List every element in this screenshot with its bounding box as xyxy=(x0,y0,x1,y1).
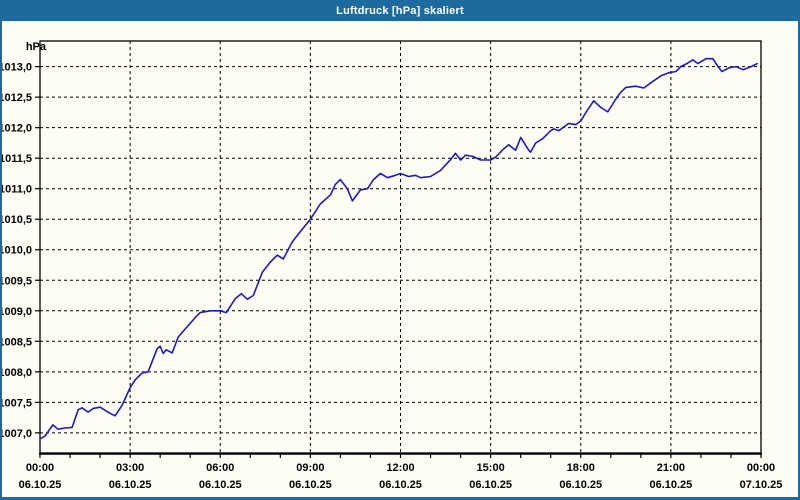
y-tick-label: 1009,0 xyxy=(2,306,32,318)
x-tick-time-label: 15:00 xyxy=(477,462,505,474)
x-tick-date-label: 06.10.25 xyxy=(109,479,152,491)
x-tick-time-label: 18:00 xyxy=(567,462,595,474)
title-bar[interactable]: Luftdruck [hPa] skaliert xyxy=(2,0,798,21)
y-tick-label: 1007,0 xyxy=(2,428,32,440)
x-tick-date-label: 06.10.25 xyxy=(289,479,332,491)
window-title: Luftdruck [hPa] skaliert xyxy=(336,4,464,17)
x-tick-time-label: 21:00 xyxy=(657,462,685,474)
y-tick-label: 1008,5 xyxy=(2,336,32,348)
x-tick-date-label: 06.10.25 xyxy=(649,479,692,491)
y-tick-label: 1012,5 xyxy=(2,92,32,104)
x-tick-time-label: 03:00 xyxy=(116,462,144,474)
x-tick-date-label: 07.10.25 xyxy=(740,479,783,491)
y-tick-label: 1007,5 xyxy=(2,397,32,409)
y-tick-label: 1009,5 xyxy=(2,275,32,287)
pressure-line xyxy=(39,57,758,440)
x-tick-time-label: 12:00 xyxy=(386,462,414,474)
chart-area: 1007,0 1007,5 1008,0 1008,5 1009,0 1009,5 1010… xyxy=(2,21,798,497)
y-tick-label: 1010,0 xyxy=(2,245,32,257)
y-tick-label: 1012,0 xyxy=(2,123,32,135)
y-axis-unit-label: hPa xyxy=(26,41,47,53)
y-tick-label: 1010,5 xyxy=(2,214,32,226)
y-tick-label: 1013,0 xyxy=(2,62,32,74)
x-tick-date-label: 06.10.25 xyxy=(559,479,602,491)
x-tick-time-label: 00:00 xyxy=(747,462,775,474)
pressure-chart-svg: 1007,0 1007,5 1008,0 1008,5 1009,0 1009,5 1010… xyxy=(2,40,783,491)
x-tick-time-label: 06:00 xyxy=(206,462,234,474)
x-tick-date-label: 06.10.25 xyxy=(469,479,512,491)
y-tick-label: 1011,0 xyxy=(2,184,32,196)
y-tick-label: 1008,0 xyxy=(2,367,32,379)
x-tick-date-label: 06.10.25 xyxy=(379,479,422,491)
y-tick-label: 1011,5 xyxy=(2,153,32,165)
x-tick-date-label: 06.10.25 xyxy=(19,479,62,491)
x-tick-time-label: 00:00 xyxy=(26,462,54,474)
x-tick-time-label: 09:00 xyxy=(296,462,324,474)
x-tick-date-label: 06.10.25 xyxy=(199,479,242,491)
